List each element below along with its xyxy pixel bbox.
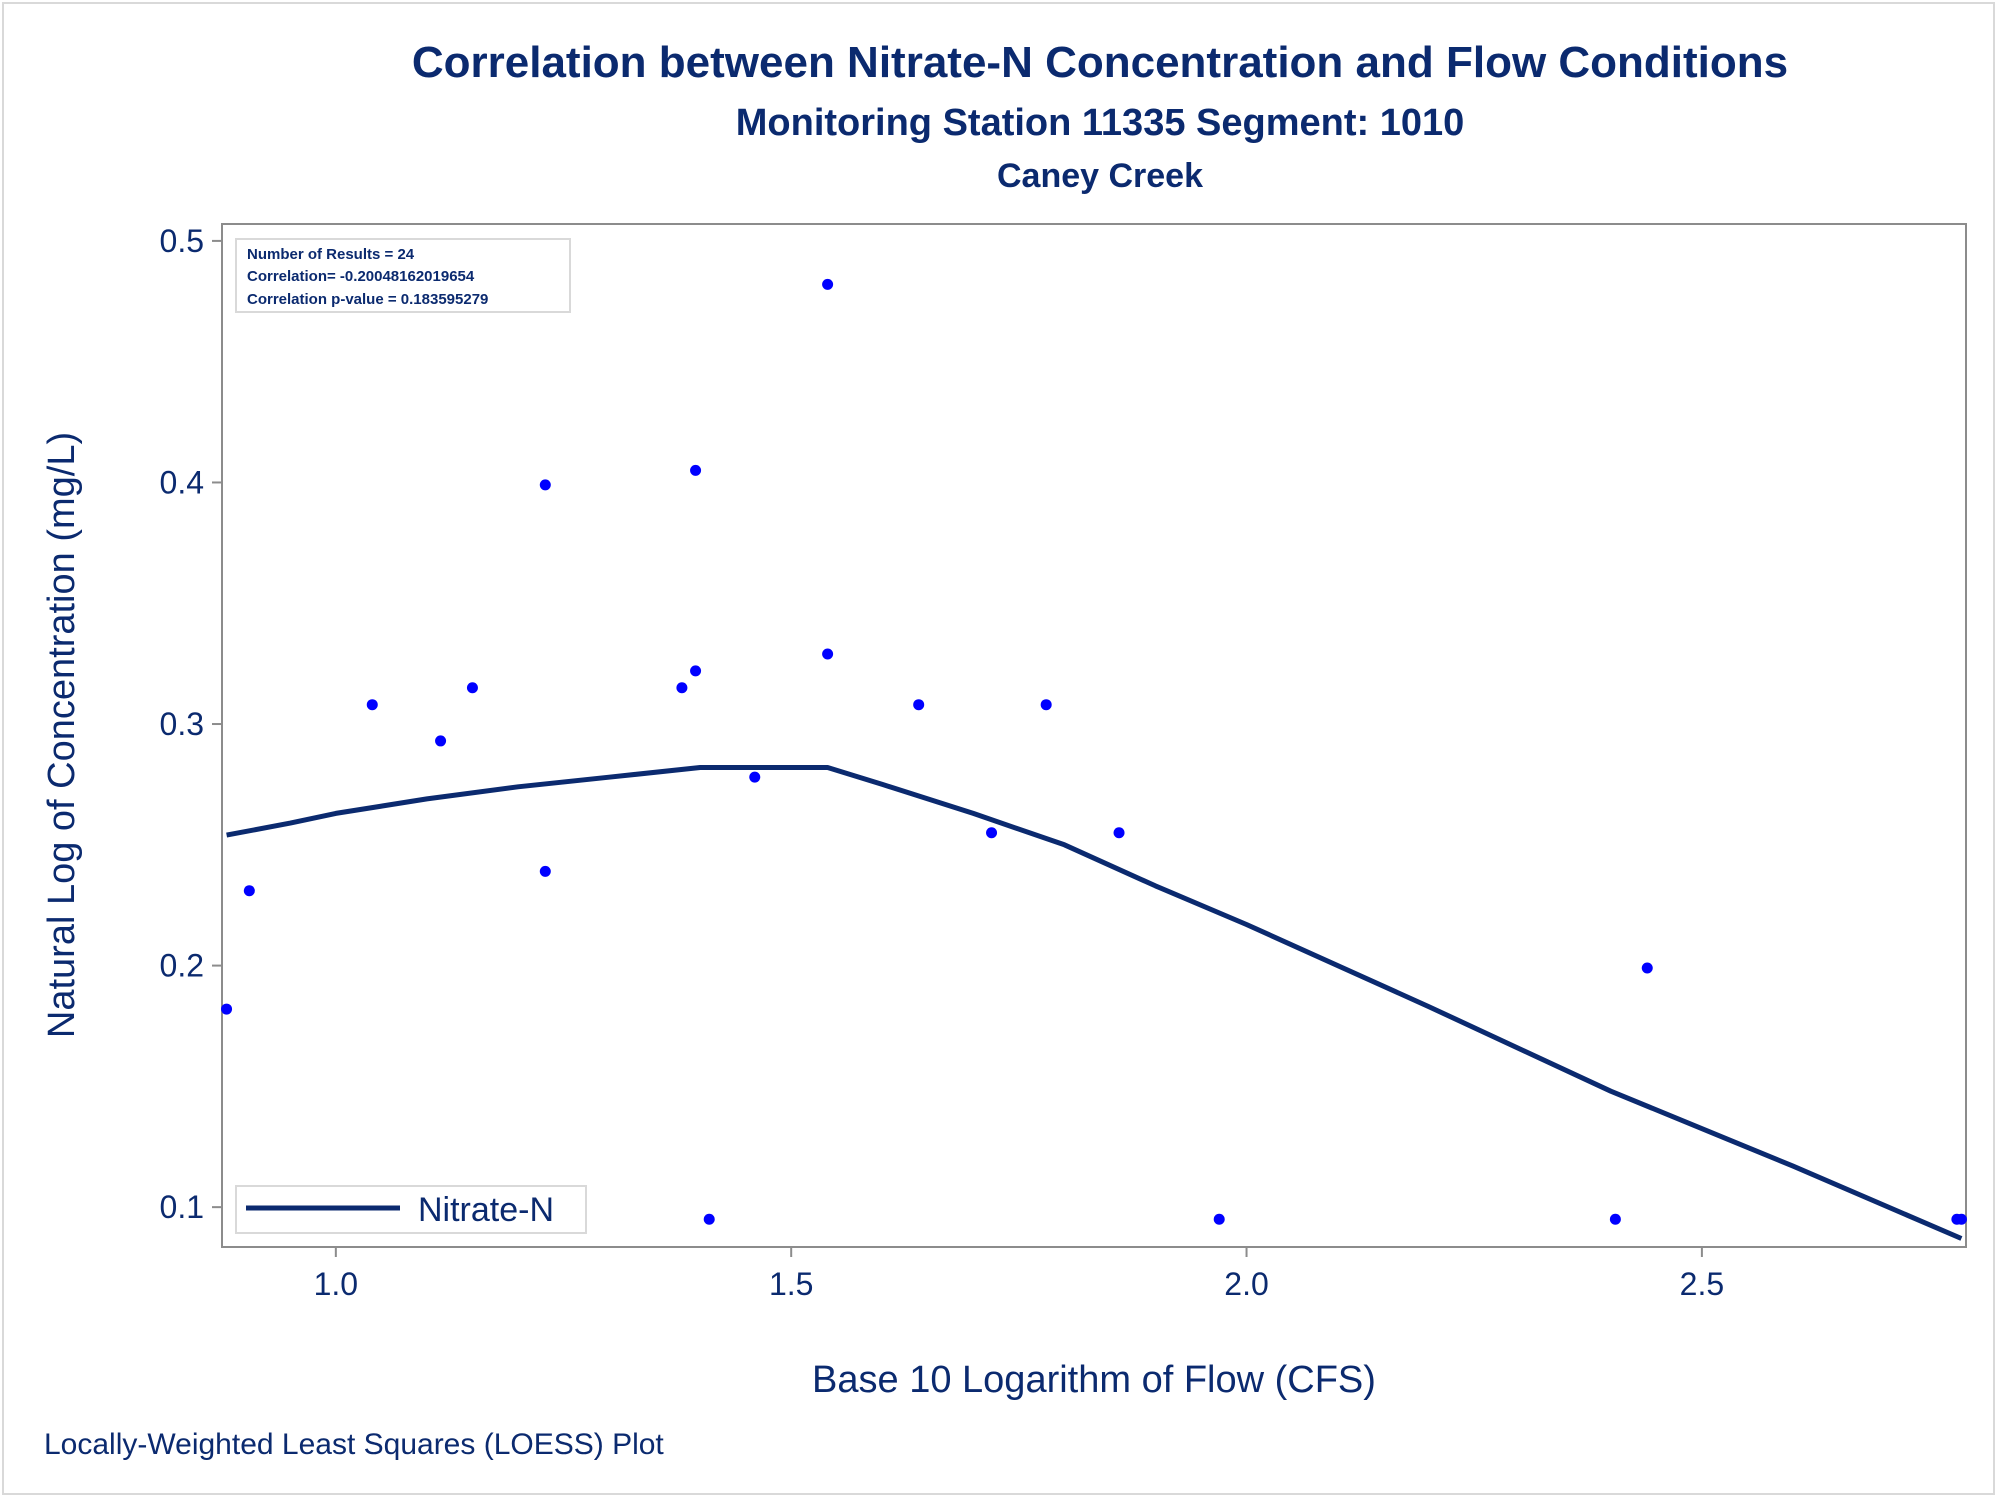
x-tick-label: 1.0 bbox=[314, 1266, 358, 1302]
data-point bbox=[690, 665, 702, 677]
legend: Nitrate-N bbox=[235, 1185, 587, 1234]
data-point bbox=[676, 682, 688, 694]
x-axis-label: Base 10 Logarithm of Flow (CFS) bbox=[812, 1359, 1376, 1401]
x-axis: 1.0 1.5 2.0 2.5 bbox=[314, 1247, 1724, 1302]
data-point bbox=[243, 885, 255, 897]
stats-correlation: Correlation= -0.20048162019654 bbox=[247, 268, 475, 285]
y-tick-label: 0.5 bbox=[160, 223, 204, 259]
chart-subtitle: Monitoring Station 11335 Segment: 1010 bbox=[735, 102, 1465, 144]
stats-box: Number of Results = 24 Correlation= -0.2… bbox=[235, 238, 571, 313]
data-point bbox=[1609, 1213, 1621, 1225]
chart-subtitle-location: Caney Creek bbox=[996, 157, 1203, 195]
series-line-nitrate-n bbox=[226, 765, 1963, 1241]
data-point bbox=[822, 278, 834, 290]
data-point bbox=[749, 771, 761, 783]
data-point bbox=[1641, 962, 1653, 974]
y-axis: 0.1 0.2 0.3 0.4 0.5 bbox=[160, 223, 222, 1225]
data-point bbox=[986, 827, 998, 839]
stats-count: Number of Results = 24 bbox=[247, 246, 415, 263]
y-axis-label: Natural Log of Concentration (mg/L) bbox=[41, 432, 83, 1038]
x-tick-label: 2.0 bbox=[1224, 1266, 1268, 1302]
data-point bbox=[466, 682, 478, 694]
plot-area bbox=[221, 223, 1967, 1248]
chart-title: Correlation between Nitrate-N Concentrat… bbox=[411, 38, 1789, 87]
data-point bbox=[1113, 827, 1125, 839]
x-tick-label: 1.5 bbox=[769, 1266, 813, 1302]
legend-label: Nitrate-N bbox=[418, 1191, 554, 1229]
footnote: Locally-Weighted Least Squares (LOESS) P… bbox=[44, 1428, 664, 1461]
data-point bbox=[913, 699, 925, 711]
points-layer bbox=[221, 278, 1967, 1225]
data-point bbox=[822, 648, 834, 660]
y-tick-label: 0.4 bbox=[160, 464, 204, 500]
y-tick-label: 0.2 bbox=[160, 948, 204, 984]
data-point bbox=[1040, 699, 1052, 711]
y-tick-label: 0.1 bbox=[160, 1189, 204, 1225]
data-point bbox=[539, 479, 551, 491]
data-point bbox=[1213, 1213, 1225, 1225]
stats-pvalue: Correlation p-value = 0.183595279 bbox=[247, 291, 488, 308]
data-point bbox=[539, 865, 551, 877]
data-point bbox=[1955, 1213, 1967, 1225]
data-point bbox=[703, 1213, 715, 1225]
y-tick-label: 0.3 bbox=[160, 706, 204, 742]
data-point bbox=[690, 464, 702, 476]
data-point bbox=[366, 699, 378, 711]
x-tick-label: 2.5 bbox=[1680, 1266, 1724, 1302]
series-layer bbox=[226, 765, 1963, 1241]
data-point bbox=[221, 1003, 233, 1015]
data-point bbox=[435, 735, 447, 747]
stats-box-frame bbox=[235, 238, 571, 313]
